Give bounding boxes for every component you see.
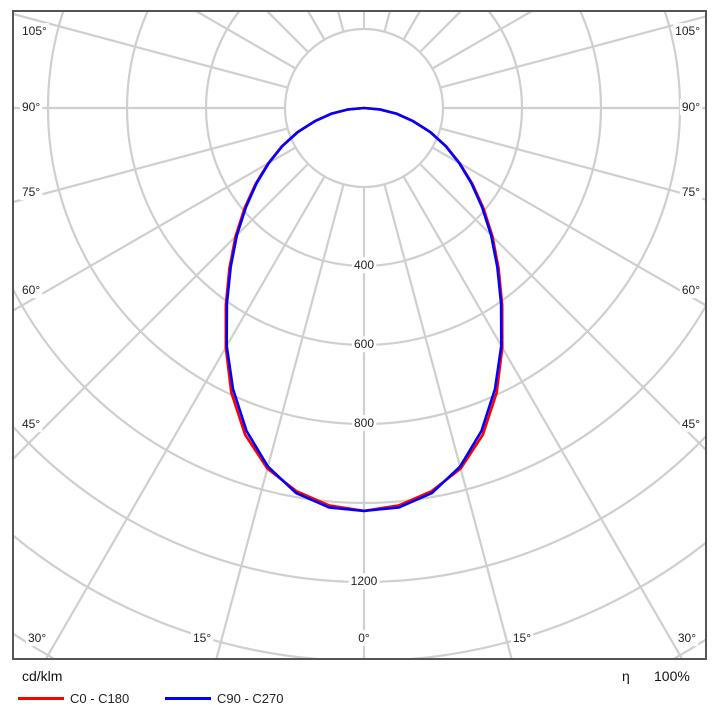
angular-grid-spoke — [440, 15, 706, 89]
angular-grid-spoke — [13, 127, 288, 204]
legend-item-c90-c270: C90 - C270 — [165, 690, 283, 706]
radial-grid-circle — [13, 424, 706, 583]
axis-label: 105° — [22, 24, 47, 38]
angular-grid-spoke — [383, 184, 513, 659]
angular-grid-spoke — [13, 12, 288, 89]
angular-grid-spoke — [215, 184, 345, 659]
efficiency-symbol: η — [622, 668, 630, 684]
axis-label: 800 — [354, 416, 374, 430]
axis-label: 0° — [358, 631, 370, 645]
axis-label: 15° — [193, 631, 211, 645]
axis-label: 90° — [22, 100, 40, 114]
axis-label: 45° — [22, 417, 40, 431]
angular-grid-spoke — [383, 11, 392, 32]
radial-grid-circle — [13, 533, 706, 659]
legend-label: C0 - C180 — [70, 690, 130, 706]
axis-labels: 400 600 800 1200 105° 90° 75° 60° 45° 30° 15° 105° 9… — [20, 23, 703, 647]
axis-label: 60° — [682, 283, 700, 297]
axis-label: 1200 — [351, 574, 378, 588]
angular-grid-spoke — [402, 175, 684, 659]
axis-label: 105° — [675, 24, 700, 38]
axis-label: 15° — [513, 631, 531, 645]
axis-label: 30° — [678, 631, 696, 645]
axis-label: 60° — [22, 283, 40, 297]
angular-grid-spoke — [13, 146, 297, 312]
axis-label: 400 — [354, 258, 374, 272]
legend-label: C90 - C270 — [217, 690, 284, 706]
unit-label: cd/klm — [22, 668, 63, 684]
axis-label: 90° — [682, 100, 700, 114]
axis-label: 30° — [28, 631, 46, 645]
intensity-curve — [225, 106, 503, 513]
legend-swatch-blue — [165, 696, 211, 700]
angular-grid-spoke — [13, 163, 309, 461]
angular-grid-spoke — [336, 11, 345, 32]
axis-label: 75° — [682, 185, 700, 199]
plot-frame — [12, 10, 707, 660]
intensity-curves — [224, 106, 504, 513]
angular-grid-spoke — [440, 127, 706, 201]
legend-item-c0-c180: C0 - C180 — [18, 690, 129, 706]
angular-grid-spoke — [431, 146, 706, 307]
angular-grid-spoke — [44, 175, 326, 659]
axis-label: 600 — [354, 337, 374, 351]
efficiency-value: 100% — [654, 668, 690, 684]
legend-swatch-red — [18, 696, 64, 700]
angular-grid-spoke — [419, 163, 706, 452]
axis-label: 75° — [22, 185, 40, 199]
axis-label: 45° — [682, 417, 700, 431]
